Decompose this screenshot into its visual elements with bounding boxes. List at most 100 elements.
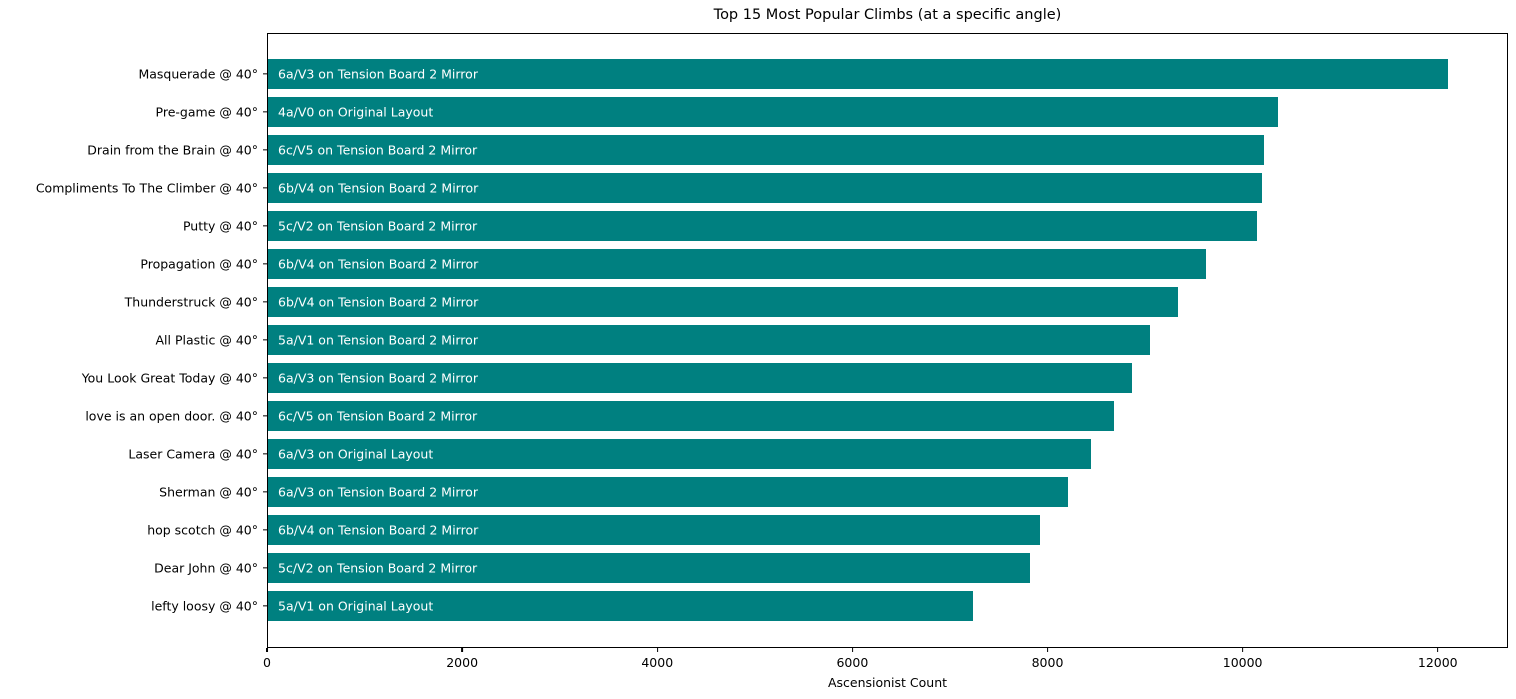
bar[interactable]: 6b/V4 on Tension Board 2 Mirror (268, 249, 1207, 279)
y-tick-mark (263, 491, 267, 493)
y-tick-mark (263, 377, 267, 379)
x-tick: 8000 (1031, 648, 1064, 670)
x-tick-mark (851, 648, 854, 652)
x-tick-mark (1046, 648, 1049, 652)
x-tick: 12000 (1418, 648, 1458, 670)
bar[interactable]: 4a/V0 on Original Layout (268, 97, 1279, 127)
bar[interactable]: 6c/V5 on Tension Board 2 Mirror (268, 401, 1115, 431)
y-tick-label: Dear John @ 40° (154, 560, 258, 576)
bar-label: 6a/V3 on Tension Board 2 Mirror (278, 66, 478, 82)
bar-row: love is an open door. @ 40° 6c/V5 on Tens… (85, 397, 1507, 435)
bar-label: 6c/V5 on Tension Board 2 Mirror (278, 408, 478, 424)
x-tick: 0 (263, 648, 271, 670)
bar-row: Thunderstruck @ 40° 6b/V4 on Tension Boar… (125, 283, 1507, 321)
x-tick: 10000 (1223, 648, 1263, 670)
chart-title: Top 15 Most Popular Climbs (at a specifi… (713, 7, 1062, 23)
y-tick-mark (263, 225, 267, 227)
bar[interactable]: 6a/V3 on Tension Board 2 Mirror (268, 363, 1132, 393)
plot-area: Masquerade @ 40° 6a/V3 on Tension Board 2… (36, 33, 1508, 648)
bar-row: Sherman @ 40° 6a/V3 on Tension Board 2 Mi… (159, 473, 1507, 511)
bar[interactable]: 5a/V1 on Tension Board 2 Mirror (268, 325, 1150, 355)
y-tick-mark (263, 415, 267, 417)
y-tick-label: lefty loosy @ 40° (151, 598, 258, 614)
y-tick-label: Pre-game @ 40° (155, 104, 258, 120)
bar[interactable]: 5c/V2 on Tension Board 2 Mirror (268, 553, 1030, 583)
y-tick-mark (263, 73, 267, 75)
y-tick-mark (263, 301, 267, 303)
x-tick-label: 4000 (641, 655, 674, 670)
x-tick-mark (1241, 648, 1244, 652)
x-tick-mark (1437, 648, 1439, 652)
y-tick-mark (263, 149, 267, 151)
y-tick-mark (263, 263, 267, 265)
bar-row: Propagation @ 40° 6b/V4 on Tension Board … (140, 245, 1507, 283)
y-tick-label: Masquerade @ 40° (138, 66, 258, 82)
bar[interactable]: 6c/V5 on Tension Board 2 Mirror (268, 135, 1265, 165)
x-tick-label: 8000 (1031, 655, 1064, 670)
bar[interactable]: 5a/V1 on Original Layout (268, 591, 974, 621)
bar-label: 6a/V3 on Original Layout (278, 446, 434, 462)
y-tick-label: You Look Great Today @ 40° (81, 370, 258, 386)
y-tick-label: love is an open door. @ 40° (85, 408, 258, 424)
y-tick-mark (263, 453, 267, 455)
bar-label: 4a/V0 on Original Layout (278, 104, 434, 120)
bar[interactable]: 6a/V3 on Tension Board 2 Mirror (268, 477, 1068, 507)
bar-row: Drain from the Brain @ 40° 6c/V5 on Tensi… (87, 131, 1507, 169)
bar[interactable]: 6b/V4 on Tension Board 2 Mirror (268, 515, 1041, 545)
bar-label: 5c/V2 on Tension Board 2 Mirror (278, 218, 478, 234)
y-tick-mark (263, 187, 267, 189)
bar-row: Putty @ 40° 5c/V2 on Tension Board 2 Mirr… (183, 207, 1507, 245)
x-tick-mark (266, 648, 268, 652)
bar-row: Pre-game @ 40° 4a/V0 on Original Layout (156, 93, 1507, 131)
y-tick-label: All Plastic @ 40° (155, 332, 258, 348)
bar[interactable]: 6a/V3 on Original Layout (268, 439, 1092, 469)
x-axis-label: Ascensionist Count (827, 675, 948, 690)
bar-row: hop scotch @ 40° 6b/V4 on Tension Board 2… (147, 511, 1507, 549)
bar-label: 6c/V5 on Tension Board 2 Mirror (278, 142, 478, 158)
bar-label: 6b/V4 on Tension Board 2 Mirror (278, 294, 479, 310)
y-tick-label: Compliments To The Climber @ 40° (35, 180, 258, 196)
bar-row: Laser Camera @ 40° 6a/V3 on Original Layo… (128, 435, 1507, 473)
bar-label: 6a/V3 on Tension Board 2 Mirror (278, 370, 478, 386)
y-tick-mark (263, 111, 267, 113)
y-tick-label: Laser Camera @ 40° (128, 446, 258, 462)
x-tick-mark (656, 648, 658, 652)
bar[interactable]: 6b/V4 on Tension Board 2 Mirror (268, 287, 1178, 317)
y-tick-label: Propagation @ 40° (140, 256, 258, 272)
bar-row: Dear John @ 40° 5c/V2 on Tension Board 2 … (154, 549, 1507, 587)
x-tick-label: 0 (263, 655, 271, 670)
y-tick-mark (263, 605, 267, 607)
bar[interactable]: 5c/V2 on Tension Board 2 Mirror (268, 211, 1257, 241)
y-tick-mark (263, 529, 267, 531)
y-tick-label: hop scotch @ 40° (147, 522, 258, 538)
x-tick-label: 10000 (1222, 655, 1263, 670)
y-tick-label: Putty @ 40° (182, 218, 258, 234)
bar-label: 5a/V1 on Original Layout (278, 598, 434, 614)
y-tick-mark (263, 567, 267, 569)
bar-label: 6b/V4 on Tension Board 2 Mirror (278, 256, 479, 272)
bar-row: lefty loosy @ 40° 5a/V1 on Original Layou… (151, 587, 1507, 625)
bar-label: 6b/V4 on Tension Board 2 Mirror (278, 180, 479, 196)
x-tick: 4000 (641, 648, 673, 670)
bar[interactable]: 6b/V4 on Tension Board 2 Mirror (268, 173, 1262, 203)
y-tick-mark (263, 339, 267, 341)
bars-container: Masquerade @ 40° 6a/V3 on Tension Board 2… (36, 34, 1507, 625)
y-tick-label: Thunderstruck @ 40° (124, 294, 258, 310)
x-tick: 6000 (836, 648, 868, 670)
bar-label: 6b/V4 on Tension Board 2 Mirror (278, 522, 479, 538)
bar-row: You Look Great Today @ 40° 6a/V3 on Tensi… (82, 359, 1507, 397)
x-tick: 2000 (446, 648, 478, 670)
x-axis: 0 2000 4000 6000 8000 10000 12000 (263, 648, 1508, 674)
x-tick-mark (461, 648, 463, 652)
y-tick-label: Drain from the Brain @ 40° (87, 142, 258, 158)
bar-label: 6a/V3 on Tension Board 2 Mirror (278, 484, 478, 500)
bar-label: 5c/V2 on Tension Board 2 Mirror (278, 560, 478, 576)
bar-row: All Plastic @ 40° 5a/V1 on Tension Board … (155, 321, 1507, 359)
x-tick-label: 6000 (836, 655, 869, 670)
bar-row: Compliments To The Climber @ 40° 6b/V4 on… (36, 169, 1507, 207)
bar-label: 5a/V1 on Tension Board 2 Mirror (278, 332, 478, 348)
bar[interactable]: 6a/V3 on Tension Board 2 Mirror (268, 59, 1448, 89)
y-tick-label: Sherman @ 40° (159, 484, 258, 500)
x-tick-label: 2000 (446, 655, 479, 670)
x-tick-label: 12000 (1417, 655, 1458, 670)
